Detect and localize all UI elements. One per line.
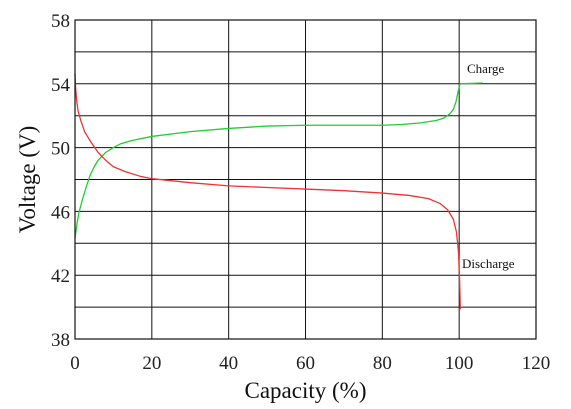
tick-labels: 0 20 40 60 80 100 120 38 42 46 50 54 58 — [51, 11, 550, 374]
y-tick-label-38: 38 — [51, 330, 70, 351]
x-tick-label-40: 40 — [219, 353, 238, 374]
x-tick-label-60: 60 — [296, 353, 315, 374]
x-tick-label-80: 80 — [373, 353, 392, 374]
x-tick-label-100: 100 — [445, 353, 474, 374]
y-tick-label-46: 46 — [51, 202, 70, 223]
series-line-discharge — [74, 73, 461, 310]
x-tick-label-120: 120 — [522, 353, 551, 374]
x-axis-title: Capacity (%) — [245, 378, 367, 403]
y-axis-title: Voltage (V) — [15, 126, 40, 234]
y-tick-label-58: 58 — [51, 11, 70, 32]
series-label-charge: Charge — [467, 61, 505, 76]
plot-frame — [74, 19, 537, 340]
x-tick-label-0: 0 — [70, 353, 80, 374]
series-labels: Charge Discharge — [462, 61, 515, 271]
y-tick-label-50: 50 — [51, 139, 70, 160]
series-lines — [74, 73, 483, 310]
x-tick-label-20: 20 — [142, 353, 161, 374]
y-tick-label-42: 42 — [51, 266, 70, 287]
y-tick-label-54: 54 — [51, 75, 71, 96]
series-line-charge — [74, 82, 483, 240]
series-label-discharge: Discharge — [462, 256, 515, 271]
